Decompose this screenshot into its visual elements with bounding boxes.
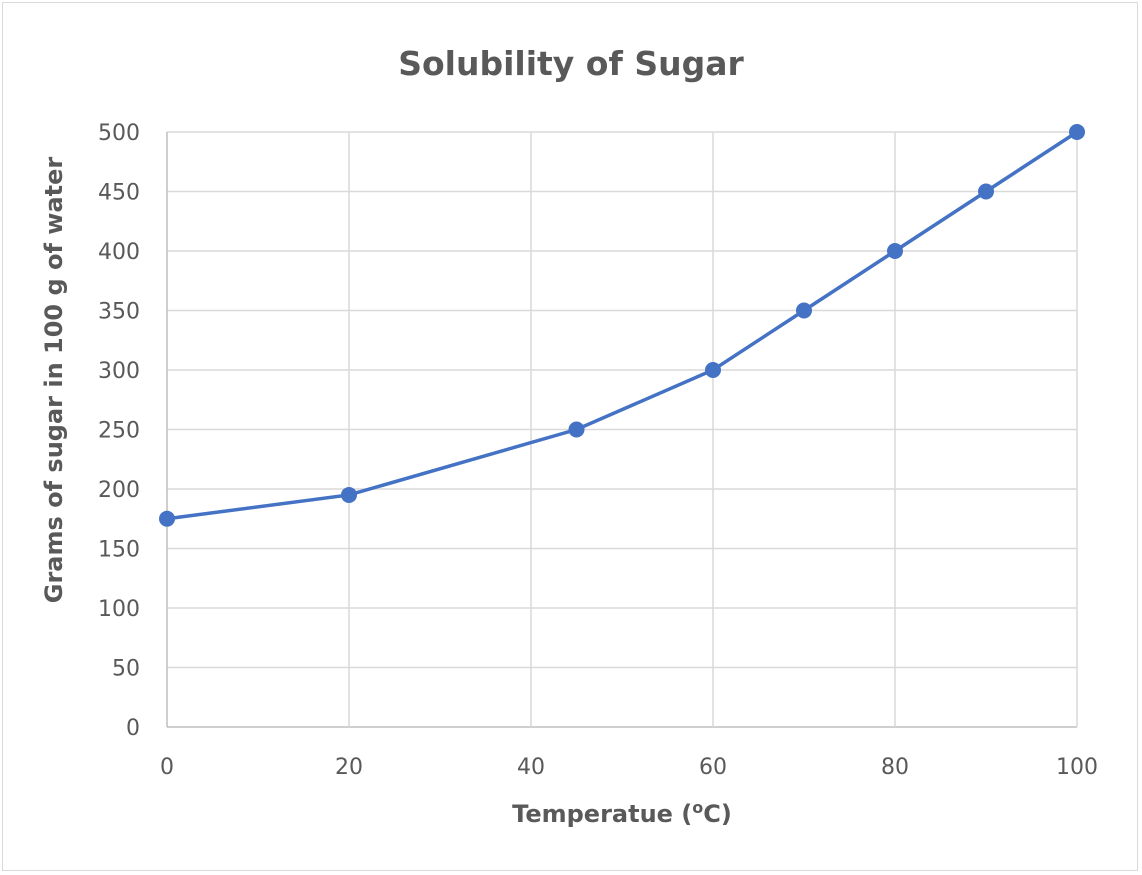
data-point	[705, 362, 721, 378]
data-point	[887, 243, 903, 259]
data-point	[1069, 124, 1085, 140]
data-point	[568, 421, 585, 438]
data-point	[341, 486, 357, 503]
y-tick-label: 300	[98, 359, 140, 384]
x-tick-label: 20	[335, 755, 363, 780]
series-line	[166, 130, 1078, 521]
tick-labels: 0 50 100 150 200 250 300 350 400 450 500 0 20 40 60 80 1…	[98, 121, 1098, 780]
x-axis-label: Temperatue (oC)	[512, 798, 732, 828]
x-tick-label: 40	[517, 755, 545, 780]
x-tick-label: 100	[1056, 755, 1098, 780]
data-point	[796, 302, 812, 319]
y-tick-label: 200	[98, 478, 140, 503]
y-tick-label: 350	[98, 300, 140, 325]
x-tick-label: 80	[881, 755, 909, 780]
y-tick-label: 0	[126, 716, 140, 741]
y-tick-label: 150	[98, 538, 140, 563]
data-point	[978, 183, 994, 200]
y-tick-label: 400	[98, 240, 140, 265]
series	[159, 124, 1085, 527]
gridlines	[166, 131, 1078, 728]
x-tick-label: 60	[699, 755, 727, 780]
y-tick-label: 500	[98, 121, 140, 146]
y-tick-label: 450	[98, 181, 140, 206]
y-axis-label: Grams of sugar in 100 g of water	[40, 157, 68, 604]
data-point	[159, 510, 175, 527]
y-tick-label: 50	[112, 657, 140, 682]
chart-title: Solubility of Sugar	[398, 44, 744, 83]
y-tick-label: 250	[98, 419, 140, 444]
y-tick-label: 100	[98, 597, 140, 622]
x-tick-label: 0	[160, 755, 174, 780]
